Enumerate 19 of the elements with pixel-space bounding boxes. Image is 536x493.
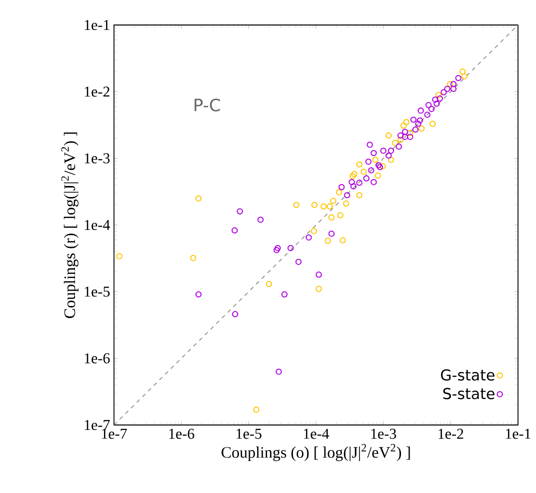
legend-label: S-state [443,388,494,400]
legend-label: G-state [441,369,494,381]
x-tick-label: 1e-3 [371,428,396,439]
y-axis-title: Couplings (r) [ log(|J|$^{2}$/eV$^{2}$) ] [61,132,78,318]
x-tick-label: 1e-6 [169,428,194,439]
x-tick-label: 1e-4 [304,428,330,439]
annotation: P-C [194,98,220,112]
x-axis-title: Couplings (o) [ log(|J|$^{2}$/eV$^{2}$) ] [222,444,410,462]
y-tick-label: 1e-2 [84,86,110,97]
x-tick-label: 1e-1 [506,428,530,439]
y-tick-label: 1e-1 [84,20,110,30]
y-tick-label: 1e-5 [84,286,110,297]
x-tick-label: 1e-2 [438,428,464,439]
y-tick-label: 1e-4 [84,220,110,230]
x-tick-label: 1e-7 [102,428,127,439]
y-tick-label: 1e-7 [84,420,110,430]
y-tick-label: 1e-6 [84,353,110,364]
x-tick-label: 1e-5 [236,428,262,439]
y-tick-label: 1e-3 [84,153,110,164]
